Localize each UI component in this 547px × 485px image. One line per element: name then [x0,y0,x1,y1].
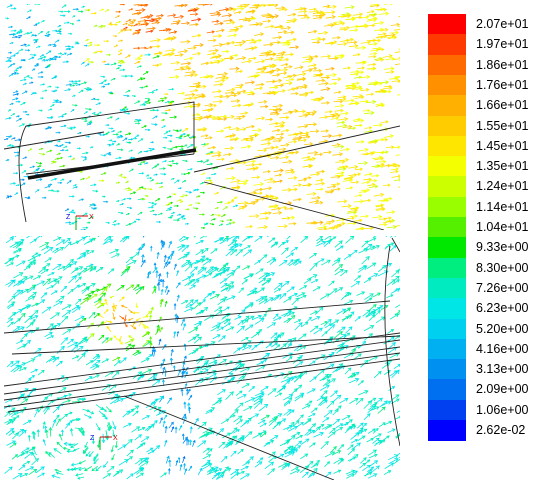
colorbar-swatch [428,115,466,137]
colorbar-swatch [428,338,466,360]
bottom-axis-z-label: Z [90,435,95,442]
colorbar-swatch [428,359,466,380]
colorbar-tick-label: 3.13e+00 [476,362,529,377]
colorbar-tick-label: 1.97e+01 [476,37,529,52]
colorbar-swatch [428,399,466,421]
top-geometry-outline [4,101,400,230]
colorbar-swatch [428,257,466,279]
top-velocity-view: Z X [4,4,400,230]
colorbar-swatch [428,156,466,177]
colorbar-tick-label: 2.62e-02 [476,423,526,437]
top-axis-triad: Z X [66,214,94,230]
top-rod [27,148,197,180]
colorbar-swatch [428,237,466,259]
colorbar-tick-label: 1.24e+01 [476,179,529,194]
colorbar-swatch [428,14,466,35]
bottom-axis-triad: Z X [90,435,118,450]
colorbar-tick-label: 4.16e+00 [476,341,529,356]
colorbar-tick-label: 6.23e+00 [476,301,529,316]
colorbar-swatch [428,135,466,157]
colorbar-tick-label: 1.35e+01 [476,159,529,174]
colorbar-swatch [428,277,466,299]
colorbar-tick-label: 2.09e+00 [476,382,529,397]
top-axis-x-label: X [89,214,94,221]
colorbar-swatch [428,420,466,441]
colorbar-swatch [428,217,466,238]
colorbar-swatch [428,95,466,116]
colorbar-tick-label: 1.14e+01 [476,199,529,214]
colorbar-swatch [428,379,466,401]
colorbar-swatch [428,196,466,218]
colorbar-tick-label: 1.66e+01 [476,98,529,113]
bottom-axis-x-label: X [113,435,118,442]
bottom-velocity-vectors [4,236,400,480]
colorbar-tick-label: 8.30e+00 [476,260,529,275]
bottom-geometry-outline [4,237,400,480]
colorbar-tick-label: 9.33e+00 [476,240,529,255]
bottom-velocity-view: Z X [4,236,400,480]
velocity-colorbar: 2.07e+01 1.97e+01 1.86e+01 1.76e+01 1.66e+01… [428,14,547,444]
colorbar-tick-label: 1.45e+01 [476,138,529,153]
top-axis-z-label: Z [66,214,71,221]
colorbar-tick-label: 7.26e+00 [476,280,529,295]
top-velocity-vectors [4,4,400,230]
colorbar-tick-label: 1.06e+00 [476,402,529,417]
colorbar-tick-label: 1.86e+01 [476,57,529,72]
top-vector-plot: Z X [4,4,400,230]
colorbar-swatch [428,176,466,198]
colorbar-swatch [428,54,466,76]
colorbar-tick-label: 1.04e+01 [476,220,529,234]
bottom-vector-plot: Z X [4,236,400,480]
colorbar-swatch [428,34,466,56]
colorbar-tick-label: 1.55e+01 [476,118,529,133]
colorbar-tick-label: 1.76e+01 [476,77,529,92]
colorbar-tick-label: 5.20e+00 [476,321,529,336]
colorbar-swatch [428,298,466,319]
colorbar-swatch [428,318,466,340]
colorbar-swatch [428,74,466,96]
colorbar-tick-label: 2.07e+01 [476,17,529,31]
